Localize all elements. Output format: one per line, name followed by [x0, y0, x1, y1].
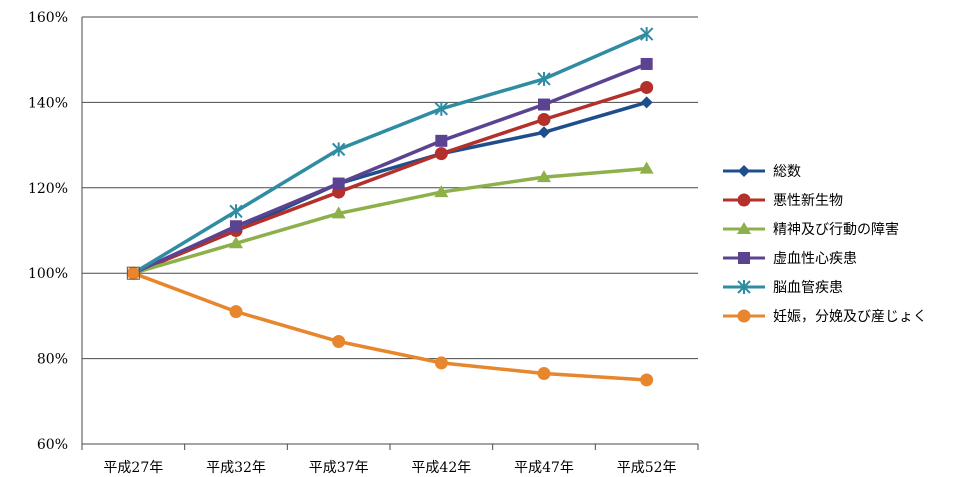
data-point: [332, 177, 345, 190]
series-star: [132, 27, 654, 275]
data-point: [537, 170, 551, 183]
legend-marker: [738, 252, 750, 264]
data-point: [126, 266, 140, 280]
y-tick-label: 60%: [37, 437, 68, 453]
data-point: [640, 96, 653, 109]
data-point: [434, 147, 448, 161]
x-tick-label: 平成52年: [617, 460, 677, 476]
series-line: [132, 62, 648, 275]
series-lines: [126, 27, 654, 387]
data-point: [640, 373, 654, 387]
series-square: [132, 57, 653, 275]
series-line: [132, 271, 647, 382]
legend-item: 精神及び行動の障害: [723, 222, 899, 238]
data-point: [229, 236, 243, 249]
data-point: [640, 57, 653, 70]
series-triangle: [132, 161, 654, 275]
data-point: [538, 126, 550, 139]
y-tick-label: 120%: [28, 181, 68, 197]
legend-marker: [737, 222, 751, 234]
legend-marker: [737, 280, 751, 294]
data-point: [640, 80, 654, 94]
data-point: [331, 142, 346, 157]
y-tick-label: 80%: [37, 352, 68, 368]
data-point: [229, 305, 243, 319]
legend-label: 総数: [773, 164, 801, 180]
legend-item: 虚血性心疾患: [723, 251, 857, 267]
legend-item: 総数: [723, 164, 801, 180]
axes: 60% 80% 100% 120% 140% 160% 平成27年 平成32年 平成37年 平成4…: [28, 10, 699, 476]
y-tick-label: 140%: [28, 95, 68, 111]
x-tick-label: 平成42年: [411, 460, 471, 476]
series-circle: [132, 80, 654, 275]
series-diamond: [132, 96, 653, 275]
series-line: [132, 85, 648, 275]
legend-item: 脳血管疾患: [723, 280, 843, 296]
legend-marker: [737, 309, 751, 323]
data-point: [126, 266, 140, 280]
x-tick-label: 平成47年: [514, 460, 574, 476]
data-point: [537, 71, 551, 86]
data-point: [639, 161, 654, 174]
data-point: [639, 27, 654, 42]
data-point: [538, 98, 550, 111]
x-tick-label: 平成27年: [103, 460, 163, 476]
series-line: [132, 32, 648, 275]
data-point: [435, 134, 448, 147]
legend-label: 虚血性心疾患: [773, 251, 857, 267]
legend-marker: [738, 165, 750, 177]
data-point: [331, 206, 346, 219]
series-line: [132, 166, 647, 275]
legend-item: 妊娠，分娩及び産じょく: [723, 309, 927, 325]
data-point: [434, 356, 448, 370]
data-point: [229, 204, 243, 219]
legend-label: 妊娠，分娩及び産じょく: [773, 309, 927, 325]
series-circle: [132, 271, 654, 387]
legend-item: 悪性新生物: [723, 193, 843, 209]
data-point: [434, 101, 449, 116]
y-tick-label: 160%: [28, 10, 68, 26]
data-point: [332, 335, 346, 349]
legend-label: 脳血管疾患: [773, 280, 843, 296]
data-point: [537, 112, 551, 126]
x-tick-label: 平成37年: [309, 460, 369, 476]
data-point: [434, 185, 449, 198]
data-point: [537, 367, 551, 381]
legend-label: 悪性新生物: [773, 193, 843, 209]
legend-label: 精神及び行動の障害: [773, 222, 899, 238]
legend-marker: [737, 193, 751, 207]
data-point: [230, 220, 242, 233]
x-tick-label: 平成32年: [206, 460, 266, 476]
y-tick-label: 100%: [28, 266, 68, 282]
